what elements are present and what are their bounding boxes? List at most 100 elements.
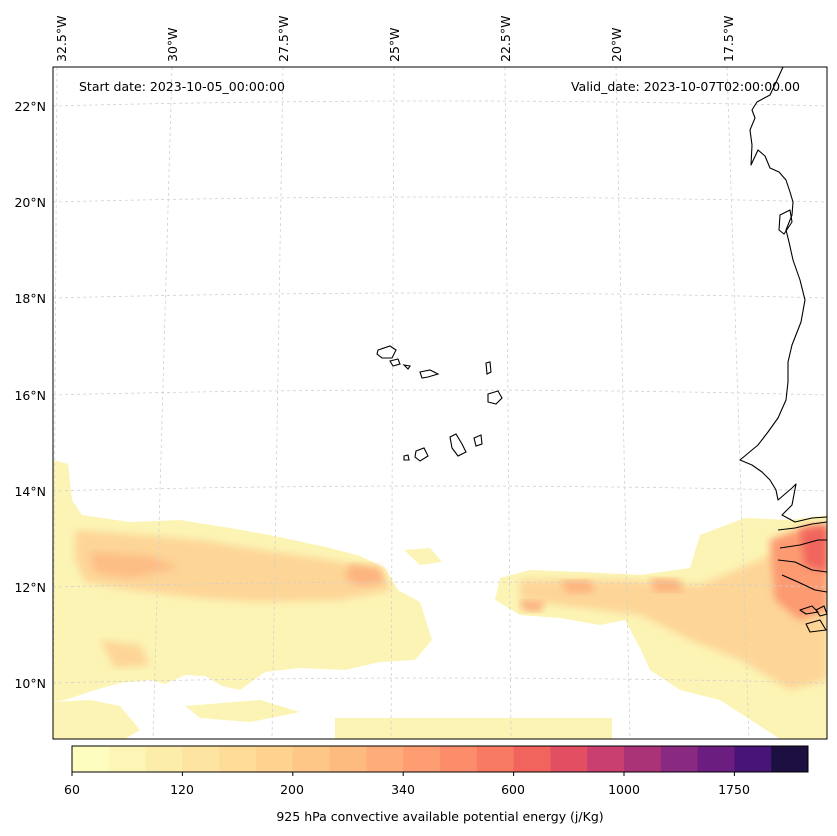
gridline-lon-27-5: [271, 67, 284, 739]
gridline-lat-12: [53, 581, 827, 588]
colorbar: 60 120 200 340 600 1000 1750 925 hPa con…: [64, 745, 809, 824]
coastline-saint-louis-spit: [778, 209, 793, 235]
gridline-lon-32-5: [53, 67, 58, 739]
colorbar-tick-200: 200: [280, 782, 304, 797]
cape-field: [53, 460, 827, 739]
gridline-lat-18: [53, 292, 827, 299]
gridline-lat-10: [53, 677, 827, 684]
lat-label-20: 20°N: [14, 195, 46, 210]
lat-label-22: 22°N: [14, 99, 46, 114]
colorbar-swatch: [660, 746, 699, 772]
cape-field-east-hotspot-2: [520, 600, 545, 612]
lon-label-30: 30°W: [165, 27, 180, 62]
cape-field-south-strip: [335, 718, 612, 739]
lon-label-22-5: 22.5°W: [498, 16, 513, 62]
cape-field-east-hotspot-3: [650, 578, 682, 592]
lon-label-17-5: 17.5°W: [721, 16, 736, 62]
colorbar-swatch: [366, 746, 404, 772]
gridline-lat-22: [53, 100, 827, 107]
gridline-lon-25: [390, 67, 395, 739]
lat-label-10: 10°N: [14, 676, 46, 691]
map-frame: [52, 66, 828, 740]
gridline-lat-14: [53, 485, 827, 492]
colorbar-swatch: [587, 746, 625, 772]
colorbar-swatch: [550, 746, 588, 772]
colorbar-swatch: [219, 746, 257, 772]
lon-label-20: 20°W: [609, 27, 624, 62]
colorbar-swatch: [697, 746, 735, 772]
cape-field-south-strip-left: [185, 700, 300, 722]
cape-field-ridge: [404, 548, 442, 565]
coastline-guinea-bissau-3: [781, 574, 827, 593]
colorbar-frame: [71, 745, 809, 773]
colorbar-swatch: [771, 746, 809, 772]
island-brava: [403, 454, 410, 461]
island-maio: [473, 434, 483, 447]
colorbar-swatch: [624, 746, 662, 772]
coastline-bijagos-3: [815, 605, 827, 617]
cape-field-west-hotspot-2: [345, 564, 384, 586]
colorbar-ticks: [71, 772, 735, 776]
lat-label-16: 16°N: [14, 388, 46, 403]
coastline-guinea-bissau-2: [777, 559, 827, 573]
coastline-bijagos-2: [805, 619, 827, 633]
valid-date-annotation: Valid_date: 2023-10-07T02:00:00.00: [571, 79, 800, 94]
colorbar-tick-60: 60: [64, 782, 80, 797]
latitude-labels: 22°N 20°N 18°N 16°N 14°N 12°N 10°N: [14, 99, 46, 691]
island-sal: [485, 361, 492, 375]
gridline-lon-22-5: [504, 67, 512, 739]
island-fogo: [414, 447, 429, 462]
cape-field-southwest-patch: [53, 700, 140, 739]
colorbar-swatch: [182, 746, 220, 772]
island-boa-vista: [487, 390, 503, 405]
start-date-annotation: Start date: 2023-10-05_00:00:00: [79, 79, 285, 94]
colorbar-swatch: [72, 746, 110, 772]
lat-label-12: 12°N: [14, 580, 46, 595]
colorbar-swatch: [476, 746, 515, 772]
colorbar-title: 925 hPa convective available potential e…: [276, 809, 603, 824]
gridline-lon-30: [152, 67, 173, 739]
coastline-bijagos-1: [799, 605, 819, 615]
island-santo-antao: [376, 345, 397, 359]
colorbar-swatch: [734, 746, 772, 772]
colorbar-swatch: [329, 746, 367, 772]
cape-verde-islands: [376, 345, 503, 462]
lon-label-27-5: 27.5°W: [276, 16, 291, 62]
coastline-gambia-river: [777, 521, 827, 531]
colorbar-swatches: [72, 746, 809, 772]
island-santiago: [449, 433, 467, 457]
colorbar-swatch: [292, 746, 331, 772]
cape-field-east-peak: [800, 526, 827, 572]
map-area[interactable]: [53, 67, 827, 739]
island-santa-luzia: [402, 364, 411, 370]
colorbar-swatch: [440, 746, 478, 772]
lat-label-18: 18°N: [14, 291, 46, 306]
island-sao-nicolau: [419, 369, 440, 379]
coastlines: [739, 67, 827, 633]
gridline-lat-20: [53, 196, 827, 203]
colorbar-swatch: [145, 746, 183, 772]
colorbar-tick-600: 600: [501, 782, 525, 797]
lon-label-25: 25°W: [387, 27, 402, 62]
african-coastline: [739, 67, 827, 523]
island-sao-vicente: [389, 358, 401, 367]
cape-field-west-hotspot-3: [100, 640, 150, 668]
colorbar-tick-340: 340: [391, 782, 415, 797]
cape-field-west-core: [75, 530, 392, 602]
colorbar-tick-1000: 1000: [608, 782, 640, 797]
cape-field-east-hotspot-1: [560, 580, 595, 594]
cape-field-east-core: [520, 525, 827, 690]
colorbar-swatch: [403, 746, 441, 772]
longitude-labels: 32.5°W 30°W 27.5°W 25°W 22.5°W 20°W 17.5…: [54, 16, 736, 62]
colorbar-tick-1750: 1750: [718, 782, 750, 797]
gridline-lat-16: [53, 389, 827, 396]
coastline-guinea-bissau-1: [779, 539, 827, 549]
gridlines: [53, 67, 827, 739]
colorbar-swatch: [513, 746, 551, 772]
lon-label-32-5: 32.5°W: [54, 16, 69, 62]
lat-label-14: 14°N: [14, 484, 46, 499]
colorbar-tick-120: 120: [170, 782, 194, 797]
gridline-lon-20: [615, 67, 631, 739]
colorbar-swatch: [108, 746, 147, 772]
